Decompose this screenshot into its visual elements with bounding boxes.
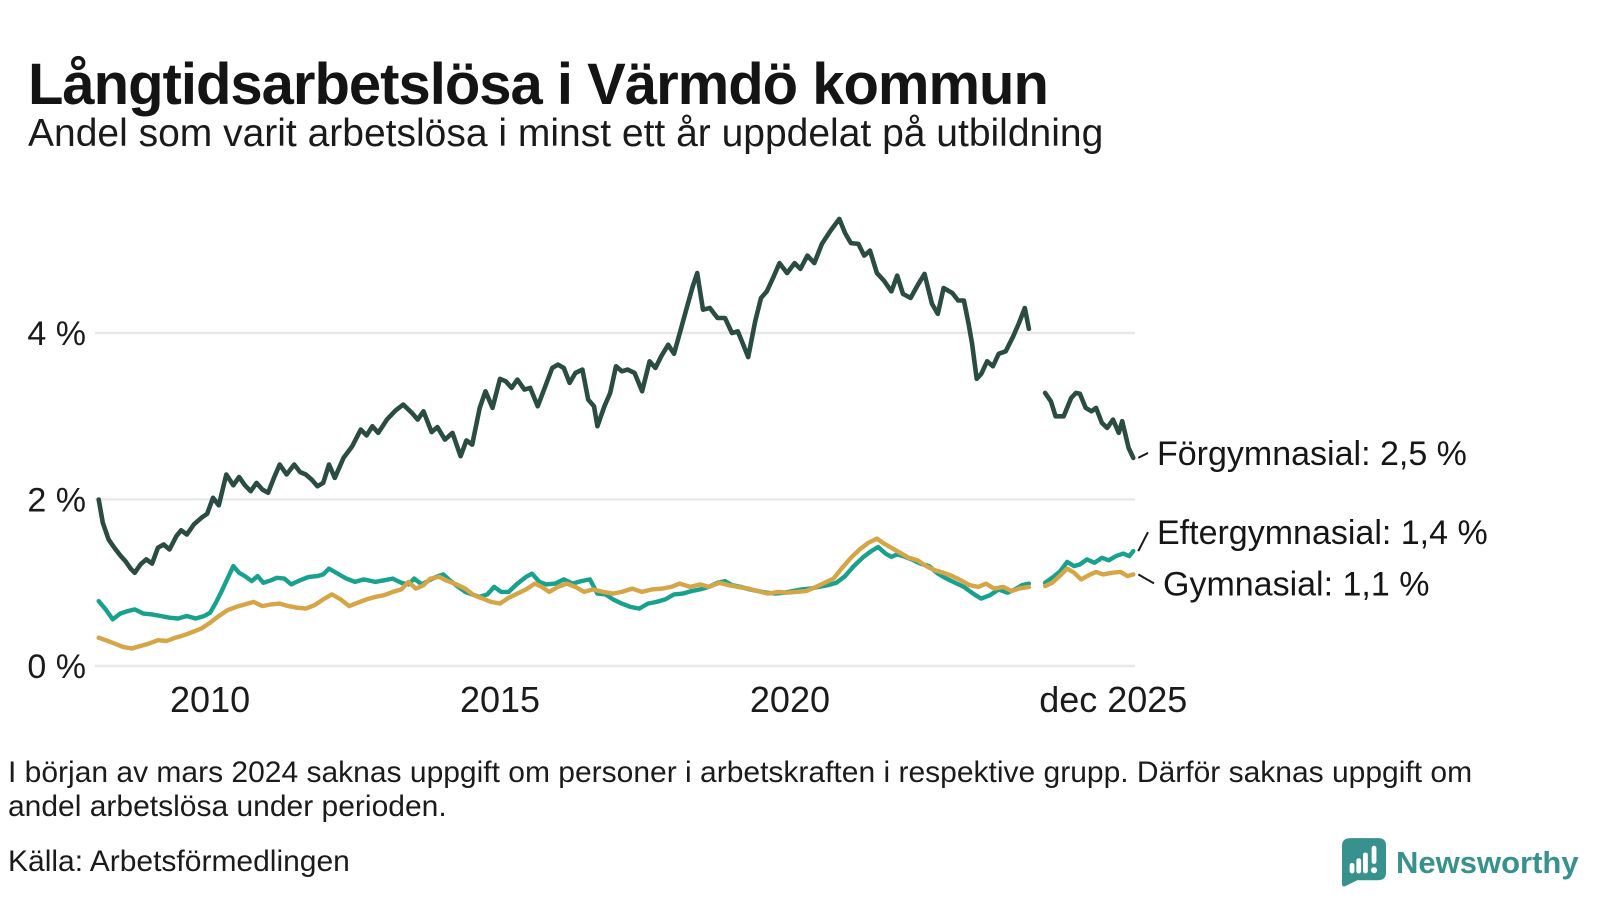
- end-label-leader-f-rgymnasial: [1137, 451, 1149, 459]
- chart-subtitle: Andel som varit arbetslösa i minst ett å…: [28, 112, 1104, 155]
- y-axis-tick-label: 4 %: [27, 315, 86, 353]
- end-label-leader-gymnasial: [1137, 573, 1155, 585]
- source-note: Källa: Arbetsförmedlingen: [8, 845, 350, 878]
- series-line-gymnasial-segment-2: [1042, 566, 1136, 589]
- x-axis-tick-label: 2010: [170, 679, 250, 720]
- newsworthy-logo-text: Newsworthy: [1396, 844, 1579, 880]
- series-end-label-f-rgymnasial: Förgymnasial: 2,5 %: [1157, 435, 1467, 473]
- chart-footnote: I början av mars 2024 saknas uppgift om …: [8, 756, 1473, 823]
- series-end-label-gymnasial: Gymnasial: 1,1 %: [1163, 565, 1429, 603]
- newsworthy-logo: Newsworthy: [1342, 838, 1579, 887]
- series-line-f-rgymnasial-segment-1: [96, 216, 1032, 576]
- series-line-gymnasial-segment-1: [96, 536, 1032, 651]
- x-axis-tick-label: 2015: [460, 679, 540, 720]
- end-label-leader-eftergymnasial: [1137, 531, 1149, 552]
- series-end-label-eftergymnasial: Eftergymnasial: 1,4 %: [1157, 514, 1488, 552]
- newsworthy-bubble-chart-icon: [1342, 838, 1386, 887]
- page-title: Långtidsarbetslösa i Värmdö kommun: [28, 51, 1049, 117]
- series-line-eftergymnasial-segment-2: [1042, 548, 1136, 585]
- y-axis-tick-label: 0 %: [27, 648, 86, 686]
- y-axis-tick-label: 2 %: [27, 482, 86, 520]
- series-line-f-rgymnasial-segment-2: [1042, 390, 1136, 461]
- x-axis-tick-label: dec 2025: [1039, 679, 1187, 720]
- series-line-eftergymnasial-segment-1: [96, 544, 1032, 622]
- x-axis-tick-label: 2020: [750, 679, 830, 720]
